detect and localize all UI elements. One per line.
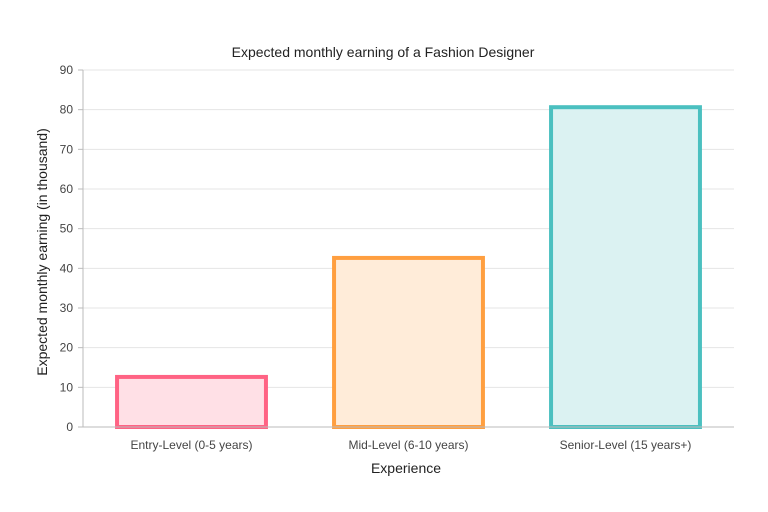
y-tick-label: 90: [60, 63, 74, 77]
x-tick-label: Senior-Level (15 years+): [560, 438, 692, 452]
y-tick-label: 10: [60, 380, 74, 394]
y-tick-label: 30: [60, 301, 74, 315]
axes: [82, 70, 734, 428]
y-tick-label: 0: [66, 420, 73, 434]
y-tick-label: 40: [60, 261, 74, 275]
y-tick-label: 20: [60, 341, 74, 355]
y-tick-label: 50: [60, 222, 74, 236]
x-tick-label: Entry-Level (0-5 years): [130, 438, 252, 452]
y-axis-title: Expected monthly earning (in thousand): [34, 128, 50, 375]
y-tick-label: 70: [60, 142, 74, 156]
bar: [115, 374, 268, 429]
x-axis-title: Experience: [371, 460, 441, 476]
y-tick-label: 80: [60, 103, 74, 117]
bars: [115, 105, 702, 429]
x-tick-label: Mid-Level (6-10 years): [348, 438, 468, 452]
chart-title: Expected monthly earning of a Fashion De…: [232, 44, 535, 60]
y-tick-label: 60: [60, 182, 74, 196]
bar: [332, 255, 485, 429]
y-tick-labels: 0 10 20 30 40 50 60 70 80 90: [60, 63, 74, 434]
x-tick-labels: Entry-Level (0-5 years) Mid-Level (6-10 y…: [130, 438, 691, 452]
bar: [549, 105, 702, 429]
